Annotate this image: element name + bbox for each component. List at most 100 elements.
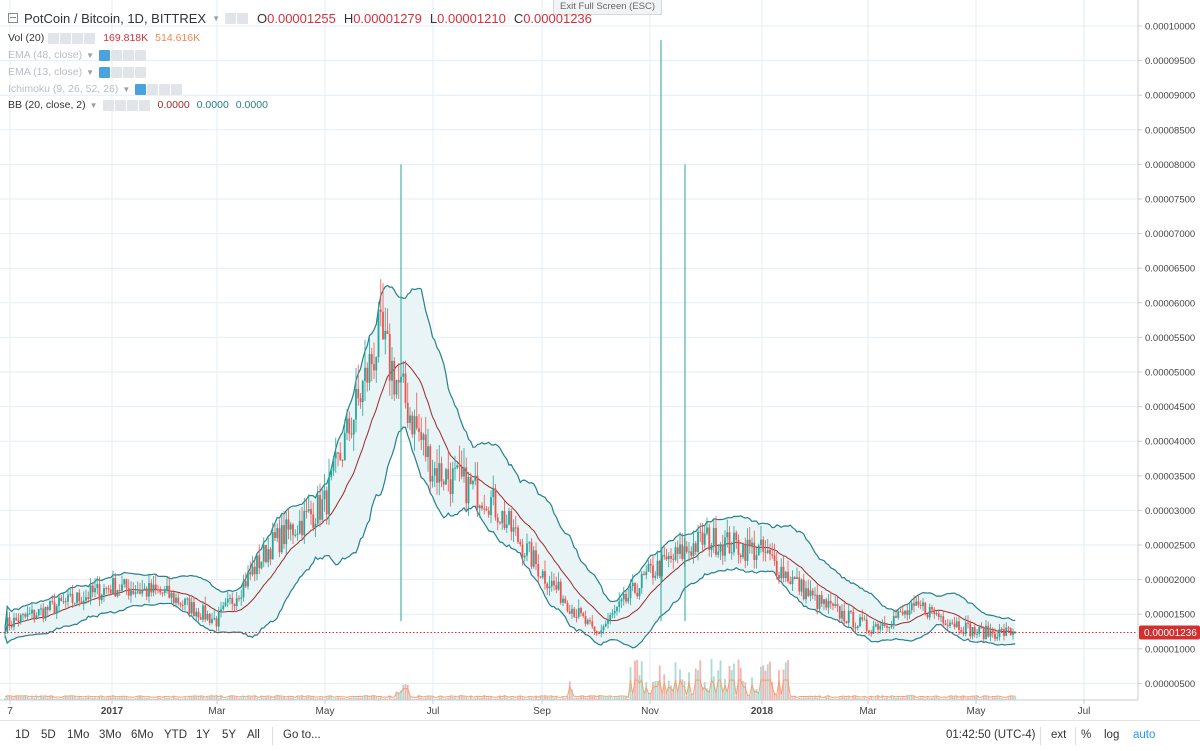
volume-bar: [233, 696, 236, 700]
ichimoku-study-name[interactable]: Ichimoku (9, 26, 52, 26): [8, 83, 119, 95]
close-icon[interactable]: [171, 83, 183, 95]
candle-body: [937, 613, 940, 617]
close-icon[interactable]: [138, 99, 150, 111]
range-5d-button[interactable]: 5D: [41, 729, 56, 741]
chevron-down-icon[interactable]: ▼: [86, 67, 95, 77]
open-label: O: [257, 10, 268, 26]
volume-bar: [321, 697, 324, 700]
candle-body: [548, 586, 551, 589]
eye-icon[interactable]: [99, 66, 111, 78]
volume-bar: [580, 696, 582, 700]
volume-bar: [746, 695, 749, 700]
percent-scale-toggle[interactable]: %: [1081, 729, 1092, 741]
volume-bar: [379, 697, 382, 700]
settings-icon[interactable]: [114, 99, 126, 111]
volume-bar: [31, 696, 33, 700]
auto-scale-toggle[interactable]: auto: [1133, 729, 1156, 741]
range-5y-button[interactable]: 5Y: [222, 729, 237, 741]
range-ytd-button[interactable]: YTD: [164, 729, 187, 741]
range-1mo-button[interactable]: 1Mo: [67, 729, 90, 741]
candle-body: [26, 613, 29, 617]
exit-fullscreen-button[interactable]: Exit Full Screen (ESC): [553, 0, 663, 15]
range-1d-button[interactable]: 1D: [15, 729, 30, 741]
candle-body: [976, 633, 978, 635]
volume-bar: [802, 697, 805, 700]
volume-bar: [267, 696, 270, 700]
volume-bar: [519, 696, 522, 700]
candlestick-chart[interactable]: 0.00000500 0.00001000 0.00001500 0.00002000…: [0, 0, 1200, 720]
candle-body: [265, 544, 267, 563]
settings-icon[interactable]: [60, 32, 72, 44]
settings-icon[interactable]: [111, 49, 123, 61]
chevron-down-icon[interactable]: ▼: [212, 13, 220, 23]
add-icon[interactable]: [159, 83, 171, 95]
ema13-study-name[interactable]: EMA (13, close): [8, 66, 83, 78]
volume-bar: [980, 698, 983, 700]
volume-bar: [496, 698, 499, 700]
candle-body: [69, 593, 72, 595]
eye-icon[interactable]: [135, 83, 147, 95]
last-price-tag-text: 0.00001236: [1144, 628, 1197, 639]
candle-body: [557, 581, 560, 590]
volume-bar: [402, 684, 405, 700]
candle-body: [238, 598, 240, 600]
volume-bar: [809, 697, 812, 700]
volume-bar: [694, 668, 697, 700]
eye-icon[interactable]: [225, 12, 236, 24]
volume-bar: [55, 698, 58, 700]
candle-body: [184, 598, 186, 605]
add-icon[interactable]: [123, 66, 135, 78]
volume-bar: [690, 694, 693, 700]
settings-icon[interactable]: [111, 66, 123, 78]
collapse-icon[interactable]: [8, 13, 18, 23]
log-scale-toggle[interactable]: log: [1104, 729, 1120, 741]
volume-study-name[interactable]: Vol (20): [8, 32, 45, 44]
volume-bar: [494, 698, 497, 700]
candle-body: [766, 550, 769, 553]
extended-hours-toggle[interactable]: ext: [1051, 729, 1067, 741]
candle-body: [332, 458, 335, 471]
bb-study-name[interactable]: BB (20, close, 2): [8, 99, 86, 111]
eye-icon[interactable]: [99, 49, 111, 61]
volume-bar: [870, 697, 873, 700]
candle-body: [949, 622, 951, 626]
volume-bar: [991, 697, 994, 700]
volume-bar: [971, 696, 974, 700]
eye-icon[interactable]: [48, 32, 60, 44]
chevron-down-icon[interactable]: ▼: [86, 50, 95, 60]
range-1y-button[interactable]: 1Y: [196, 729, 211, 741]
volume-bar: [8, 696, 11, 700]
range-all-button[interactable]: All: [247, 729, 260, 741]
add-icon[interactable]: [72, 32, 84, 44]
settings-icon[interactable]: [147, 83, 159, 95]
symbol-title[interactable]: PotCoin / Bitcoin, 1D, BITTREX: [24, 10, 207, 26]
volume-bar: [330, 696, 333, 700]
time-axis[interactable]: 7 2017 Mar May Jul Sep Nov 2018 Mar May Jul: [0, 699, 1138, 717]
volume-bar: [332, 698, 335, 700]
chevron-down-icon[interactable]: ▼: [89, 100, 98, 110]
volume-bar: [204, 698, 207, 700]
volume-bar: [874, 697, 877, 700]
candle-body: [600, 630, 603, 634]
add-icon[interactable]: [123, 49, 135, 61]
range-6mo-button[interactable]: 6Mo: [131, 729, 154, 741]
close-icon[interactable]: [135, 49, 147, 61]
ema48-study-name[interactable]: EMA (48, close): [8, 49, 83, 61]
volume-bar: [215, 696, 218, 700]
eye-icon[interactable]: [102, 99, 114, 111]
volume-ma-value: 514.616K: [155, 32, 201, 44]
settings-icon[interactable]: [237, 12, 248, 24]
price-axis[interactable]: 0.00000500 0.00001000 0.00001500 0.00002000…: [1137, 0, 1195, 700]
volume-bar: [244, 698, 247, 700]
candle-body: [98, 584, 101, 600]
close-icon[interactable]: [84, 32, 96, 44]
range-3mo-button[interactable]: 3Mo: [99, 729, 122, 741]
close-icon[interactable]: [135, 66, 147, 78]
clock[interactable]: 01:42:50 (UTC-4): [946, 729, 1036, 741]
toolbar-divider: [1075, 727, 1076, 745]
goto-date-button[interactable]: Go to...: [283, 729, 321, 741]
add-icon[interactable]: [126, 99, 138, 111]
chevron-down-icon[interactable]: ▼: [122, 84, 131, 94]
candle-body: [278, 528, 281, 553]
